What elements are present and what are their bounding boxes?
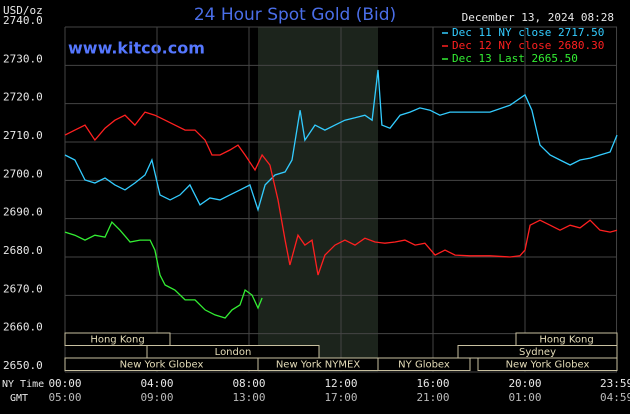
date: December 13, 2024 08:28 [462,11,614,24]
session-label: New York Globex [506,360,590,371]
y-tick-label: 2660.0 [3,321,43,334]
price-line [64,69,618,213]
nymex-shade [258,27,378,372]
y-tick-label: 2730.0 [3,52,43,65]
x-tick-label: 08:00 [232,377,265,390]
y-tick-label: 2680.0 [3,244,43,257]
session-box [64,332,171,346]
x-tick-label: 20:00 [508,377,541,390]
y-tick-label: 2710.0 [3,129,43,142]
x2-tick-label: 04:59 [600,391,630,404]
x2-tick-label: 09:00 [140,391,173,404]
y-tick-label: 2740.0 [3,14,43,27]
x2-tick-label: 05:00 [48,391,81,404]
y-tick-label: 2720.0 [3,91,43,104]
source: www.kitco.com [68,39,205,58]
x2-tick-label: 21:00 [416,391,449,404]
x2-tick-label: 01:00 [508,391,541,404]
price-line [64,220,263,319]
session-box [477,357,618,371]
x2-axis-label: GMT [10,393,28,404]
x-tick-label: 23:59 [600,377,630,390]
legend-entry: Dec 11 NY close 2717.50 [452,26,604,39]
session-label: New York NYMEX [276,360,361,371]
chart-title: 24 Hour Spot Gold (Bid) [194,5,396,25]
y-tick-label: 2690.0 [3,206,43,219]
legend-entry: Dec 12 NY close 2680.30 [452,39,604,52]
x-axis-label: NY Time [2,379,44,390]
y-tick-label: 2650.0 [3,359,43,372]
x-tick-label: 04:00 [140,377,173,390]
y-tick-label: 2700.0 [3,167,43,180]
session-label: London [215,347,252,358]
x2-tick-label: 13:00 [232,391,265,404]
session-label: NY Globex [398,360,450,371]
unit-label: USD/oz [3,4,43,17]
session-label: Sydney [519,347,556,358]
legend-entry: Dec 13 Last 2665.50 [452,52,578,65]
session-label: Hong Kong [90,335,144,346]
x-tick-label: 16:00 [416,377,449,390]
session-label: New York Globex [120,360,204,371]
x-tick-label: 00:00 [48,377,81,390]
x2-tick-label: 17:00 [324,391,357,404]
session-label: Hong Kong [539,335,593,346]
price-line [64,111,618,276]
y-tick-label: 2670.0 [3,282,43,295]
x-tick-label: 12:00 [324,377,357,390]
session-box [377,357,471,371]
